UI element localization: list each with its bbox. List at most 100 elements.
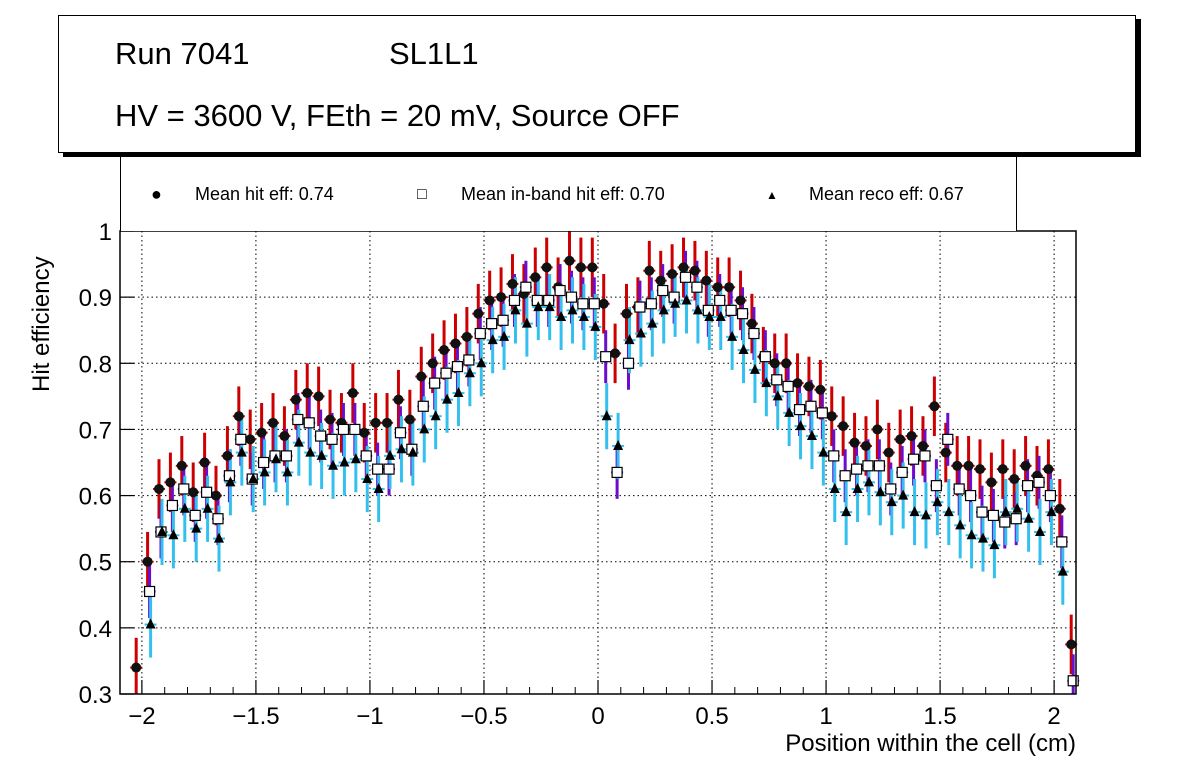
hit-eff-point	[872, 424, 883, 435]
inband-eff-point	[691, 281, 703, 293]
reco-eff-point	[863, 476, 874, 487]
hit-eff-point	[1043, 464, 1054, 475]
inband-eff-point	[930, 480, 942, 492]
inband-eff-point	[451, 360, 464, 373]
reco-eff-point	[259, 466, 270, 477]
reco-eff-point	[601, 410, 612, 421]
hit-eff-point	[313, 391, 324, 402]
inband-eff-point	[360, 450, 372, 462]
inband-eff-point	[885, 483, 897, 495]
inband-eff-point	[577, 298, 589, 310]
hit-eff-point	[826, 411, 837, 422]
reco-eff-point	[955, 519, 966, 530]
hit-eff-point	[347, 388, 358, 399]
inband-eff-point	[1067, 675, 1079, 687]
inband-eff-point	[349, 423, 361, 436]
hit-eff-point	[359, 427, 370, 438]
reco-eff-point	[875, 486, 886, 497]
hit-eff-point	[131, 662, 142, 673]
hit-eff-point	[803, 381, 814, 392]
inband-eff-point	[1033, 476, 1045, 488]
inband-eff-point	[565, 291, 578, 303]
y-tick-label: 0.9	[79, 285, 112, 312]
reco-eff-point	[795, 420, 806, 431]
inband-eff-point	[429, 377, 441, 389]
reco-eff-point	[179, 502, 190, 513]
inband-eff-point	[189, 509, 201, 522]
inband-eff-point	[520, 281, 532, 293]
reco-eff-point	[271, 453, 282, 464]
y-axis-title: Hit efficiency	[28, 256, 55, 392]
hit-eff-point	[689, 265, 700, 276]
reco-eff-point	[328, 459, 339, 470]
reco-eff-point	[407, 446, 418, 457]
x-axis-title: Position within the cell (cm)	[785, 730, 1076, 757]
reco-eff-point	[613, 439, 624, 450]
hit-eff-point	[222, 450, 233, 461]
hit-eff-point	[290, 394, 301, 405]
inband-eff-point	[1044, 489, 1057, 502]
reco-eff-point	[544, 301, 555, 312]
reco-eff-point	[396, 443, 407, 454]
hit-eff-point	[895, 434, 906, 445]
hit-eff-point	[986, 477, 997, 488]
hit-eff-point	[484, 295, 495, 306]
inband-eff-point	[953, 483, 965, 495]
reco-eff-point	[442, 393, 453, 404]
inband-eff-point	[771, 374, 783, 386]
reco-eff-point	[236, 446, 247, 457]
hit-eff-point	[473, 308, 484, 319]
hit-eff-point	[404, 414, 415, 425]
inband-eff-point	[303, 417, 315, 429]
reco-eff-point	[1035, 525, 1046, 536]
hit-eff-point	[769, 358, 780, 369]
inband-eff-point	[486, 318, 498, 330]
inband-eff-point	[839, 470, 851, 482]
inband-eff-point	[964, 489, 977, 502]
hit-eff-point	[370, 417, 381, 428]
reco-eff-point	[909, 506, 920, 517]
reco-eff-point	[670, 297, 681, 308]
hit-eff-point	[256, 427, 267, 438]
reco-eff-point	[772, 390, 783, 401]
inband-eff-point	[896, 466, 908, 479]
hit-eff-point	[439, 345, 450, 356]
reco-eff-point	[977, 532, 988, 543]
inband-eff-point	[748, 327, 760, 340]
inband-eff-point	[258, 456, 270, 469]
hit-eff-point	[530, 272, 541, 283]
y-tick-label: 0.7	[79, 417, 112, 444]
hit-eff-point	[940, 447, 951, 458]
reco-eff-point	[852, 482, 863, 493]
inband-eff-point	[657, 284, 669, 297]
reco-eff-point	[225, 476, 236, 487]
hit-eff-point	[781, 358, 792, 369]
reco-eff-point	[647, 317, 658, 328]
y-tick-label: 0.4	[79, 616, 112, 643]
reco-eff-point	[1046, 506, 1057, 517]
inband-eff-point	[326, 433, 338, 445]
reco-eff-point	[1057, 565, 1068, 576]
hit-eff-point	[268, 417, 279, 428]
inband-eff-point	[634, 301, 646, 313]
hit-eff-point	[575, 262, 586, 273]
inband-eff-point	[736, 308, 749, 320]
inband-eff-point	[828, 450, 840, 462]
reco-eff-point	[966, 529, 977, 540]
legend-hit-label: Mean hit eff: 0.74	[195, 184, 334, 204]
hit-eff-point	[792, 378, 803, 389]
y-tick-label: 0.5	[79, 550, 112, 577]
reco-eff-point	[704, 310, 715, 321]
x-tick-label: 2	[1047, 703, 1060, 730]
x-tick-label: −1	[356, 703, 383, 730]
legend-inband-label: Mean in-band hit eff: 0.70	[461, 184, 665, 204]
inband-eff-point	[1022, 480, 1034, 492]
reco-eff-point	[521, 317, 532, 328]
x-tick-label: 1	[819, 703, 832, 730]
hit-eff-point	[598, 298, 609, 309]
inband-eff-point	[987, 509, 999, 522]
inband-eff-point	[588, 298, 600, 310]
inband-eff-point	[337, 423, 350, 436]
reco-eff-point	[635, 327, 646, 338]
inband-eff-point	[201, 486, 213, 498]
